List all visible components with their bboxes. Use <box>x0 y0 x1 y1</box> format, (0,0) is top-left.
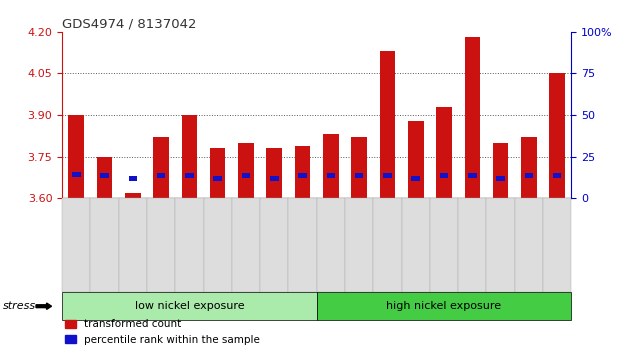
Bar <box>100 173 109 178</box>
Bar <box>351 137 367 198</box>
Bar <box>383 173 392 178</box>
Bar <box>214 176 222 181</box>
Bar <box>242 173 250 178</box>
Bar <box>440 173 448 178</box>
Bar <box>185 173 194 178</box>
Bar <box>295 145 310 198</box>
Bar <box>525 173 533 178</box>
Bar <box>97 157 112 198</box>
Bar <box>408 121 424 198</box>
Text: low nickel exposure: low nickel exposure <box>135 301 244 311</box>
Text: GDS4974 / 8137042: GDS4974 / 8137042 <box>62 18 197 31</box>
Bar <box>550 74 565 198</box>
Bar <box>493 143 509 198</box>
Bar <box>436 107 452 198</box>
Bar <box>68 115 84 198</box>
Bar <box>323 135 338 198</box>
Text: high nickel exposure: high nickel exposure <box>386 301 502 311</box>
Bar <box>72 172 81 177</box>
Bar <box>125 193 140 198</box>
Text: stress: stress <box>3 301 36 311</box>
Bar <box>157 173 165 178</box>
Bar <box>468 173 476 178</box>
Bar <box>465 38 480 198</box>
Bar <box>129 176 137 181</box>
Bar <box>270 176 279 181</box>
Bar <box>181 115 197 198</box>
Bar <box>298 173 307 178</box>
Legend: transformed count, percentile rank within the sample: transformed count, percentile rank withi… <box>61 315 264 349</box>
Bar <box>521 137 537 198</box>
Bar <box>238 143 254 198</box>
Bar <box>153 137 169 198</box>
Bar <box>355 173 363 178</box>
Bar <box>210 148 225 198</box>
Bar <box>412 176 420 181</box>
Bar <box>379 51 395 198</box>
Bar <box>553 173 561 178</box>
Bar <box>327 173 335 178</box>
Bar <box>496 176 505 181</box>
Bar <box>266 148 282 198</box>
